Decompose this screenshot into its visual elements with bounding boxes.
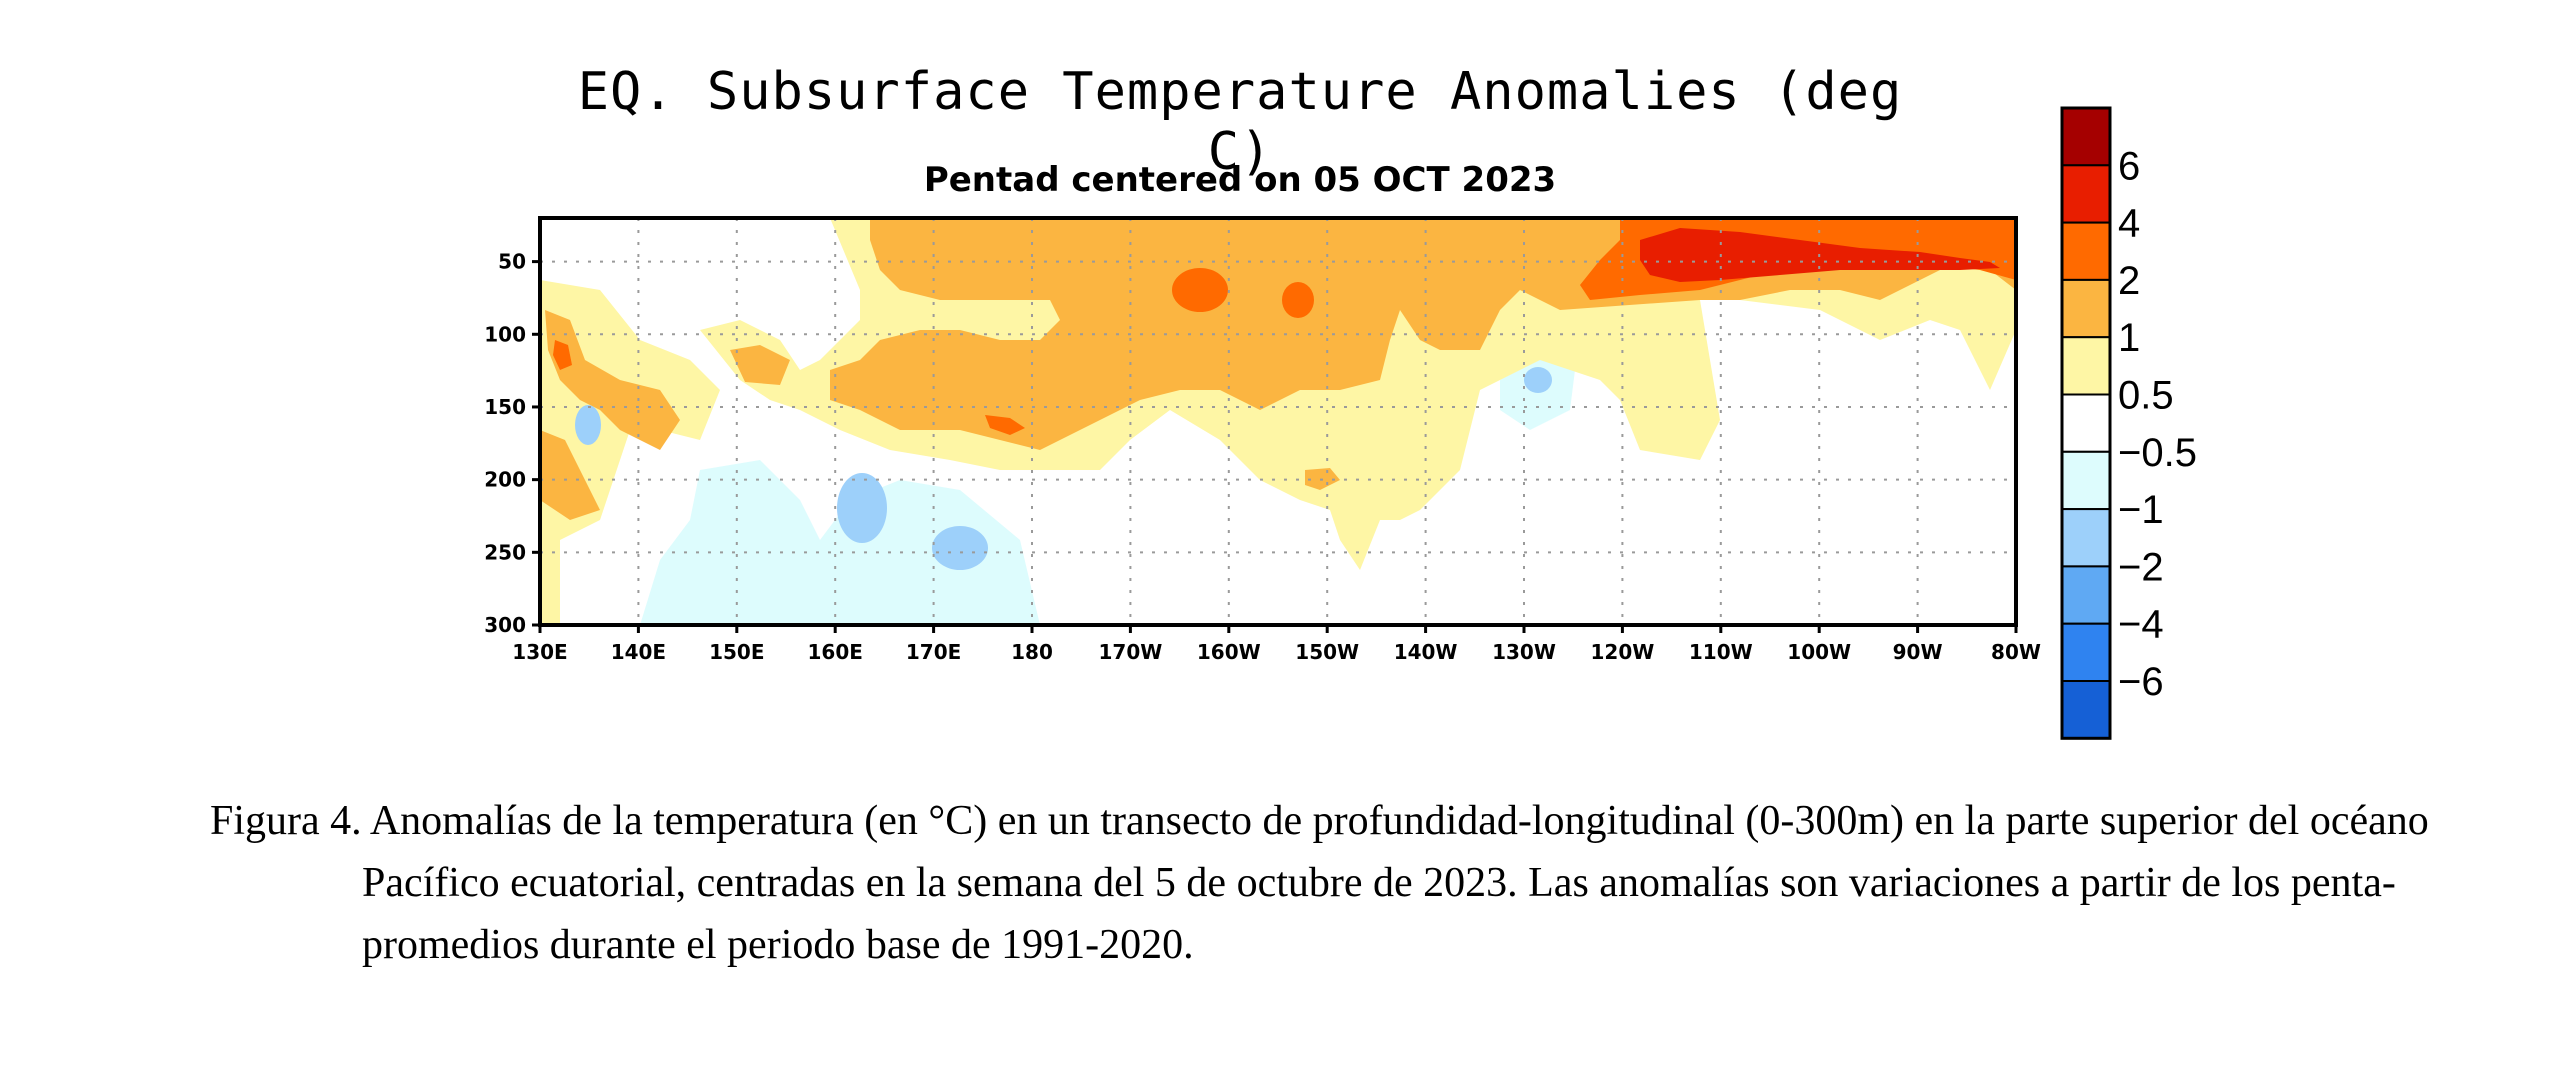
- anomaly-region-red-orange-160w: [1172, 268, 1228, 312]
- anomaly-region-cool-deep: [640, 460, 1040, 625]
- colorbar-label: 6: [2118, 144, 2140, 188]
- chart-title: EQ. Subsurface Temperature Anomalies (de…: [577, 62, 1903, 182]
- colorbar-swatch: [2061, 622, 2111, 683]
- colorbar-label: −1: [2118, 488, 2164, 532]
- anomaly-region-pale-warm-main: [700, 218, 2016, 570]
- plot-frame: [538, 216, 2018, 627]
- colorbar-label: 1: [2118, 316, 2140, 360]
- x-tick-label: 170W: [1098, 640, 1162, 664]
- x-tick-label: 100W: [1787, 640, 1851, 664]
- x-tick-label: 130W: [1492, 640, 1556, 664]
- x-tick-label: 160W: [1197, 640, 1261, 664]
- colorbar-label: 2: [2118, 259, 2140, 303]
- anomaly-field: [540, 218, 2016, 625]
- colorbar-frame: [2060, 106, 2112, 740]
- colorbar-swatch: [2061, 680, 2111, 740]
- x-tick-label: 80W: [1991, 640, 2041, 664]
- x-tick-label: 140E: [611, 640, 666, 664]
- y-axis: 50 100 150 200 250 300: [484, 250, 540, 637]
- colorbar-label: −6: [2118, 660, 2164, 704]
- x-tick-label: 150W: [1295, 640, 1359, 664]
- colorbar-label: −0.5: [2118, 431, 2197, 475]
- y-tick-label: 50: [498, 250, 526, 274]
- anomaly-region-orange-west: [545, 310, 680, 450]
- anomaly-region-blue-170e: [932, 526, 988, 570]
- x-tick-label: 90W: [1893, 640, 1943, 664]
- subsurface-temperature-chart: 130E 140E 150E 160E 170E 180 170W 160W 150W 140W 1…: [484, 106, 2197, 740]
- colorbar: 6 4 2 1 0.5 −0.5 −1 −2 −4 −6: [2060, 106, 2197, 740]
- chart-subtitle: Pentad centered on 05 OCT 2023: [923, 160, 1557, 200]
- anomaly-region-red-orange-180: [985, 415, 1025, 435]
- anomaly-region-blue-130w: [1524, 367, 1552, 393]
- x-tick-label: 120W: [1590, 640, 1654, 664]
- colorbar-swatch: [2061, 565, 2111, 625]
- x-tick-label: 170E: [906, 640, 961, 664]
- anomaly-region-red-orange-150w: [1282, 282, 1314, 318]
- colorbar-swatch: [2061, 164, 2111, 224]
- colorbar-label: 0.5: [2118, 374, 2174, 418]
- anomaly-region-blue-140e: [575, 405, 601, 445]
- colorbar-swatch: [2061, 278, 2111, 339]
- y-tick-label: 300: [484, 613, 526, 637]
- anomaly-region-red-orange-west: [553, 340, 572, 370]
- anomaly-region-orange-150e: [730, 345, 790, 385]
- x-tick-label: 140W: [1394, 640, 1458, 664]
- x-tick-label: 110W: [1689, 640, 1753, 664]
- colorbar-swatch: [2061, 336, 2111, 396]
- y-tick-label: 150: [484, 395, 526, 419]
- colorbar-swatch: [2061, 508, 2111, 568]
- x-tick-label: 130E: [512, 640, 567, 664]
- colorbar-swatch: [2061, 221, 2111, 281]
- colorbar-label: −2: [2118, 545, 2164, 589]
- x-tick-label: 180: [1011, 640, 1053, 664]
- colorbar-swatch: [2061, 107, 2111, 167]
- y-tick-label: 250: [484, 540, 526, 564]
- colorbar-label: 4: [2118, 202, 2140, 246]
- colorbar-swatch: [2061, 393, 2111, 453]
- x-tick-label: 160E: [807, 640, 862, 664]
- y-tick-label: 200: [484, 468, 526, 492]
- anomaly-region-blue-160e: [837, 473, 887, 543]
- anomaly-region-orange-sw: [540, 430, 600, 520]
- x-axis: 130E 140E 150E 160E 170E 180 170W 160W 150W 140W 1…: [512, 625, 2041, 664]
- colorbar-label: −4: [2118, 603, 2164, 647]
- figure-caption: Figura 4. Anomalías de la temperatura (e…: [210, 798, 2429, 968]
- x-tick-label: 150E: [709, 640, 764, 664]
- colorbar-swatch: [2061, 450, 2111, 511]
- y-tick-label: 100: [484, 322, 526, 346]
